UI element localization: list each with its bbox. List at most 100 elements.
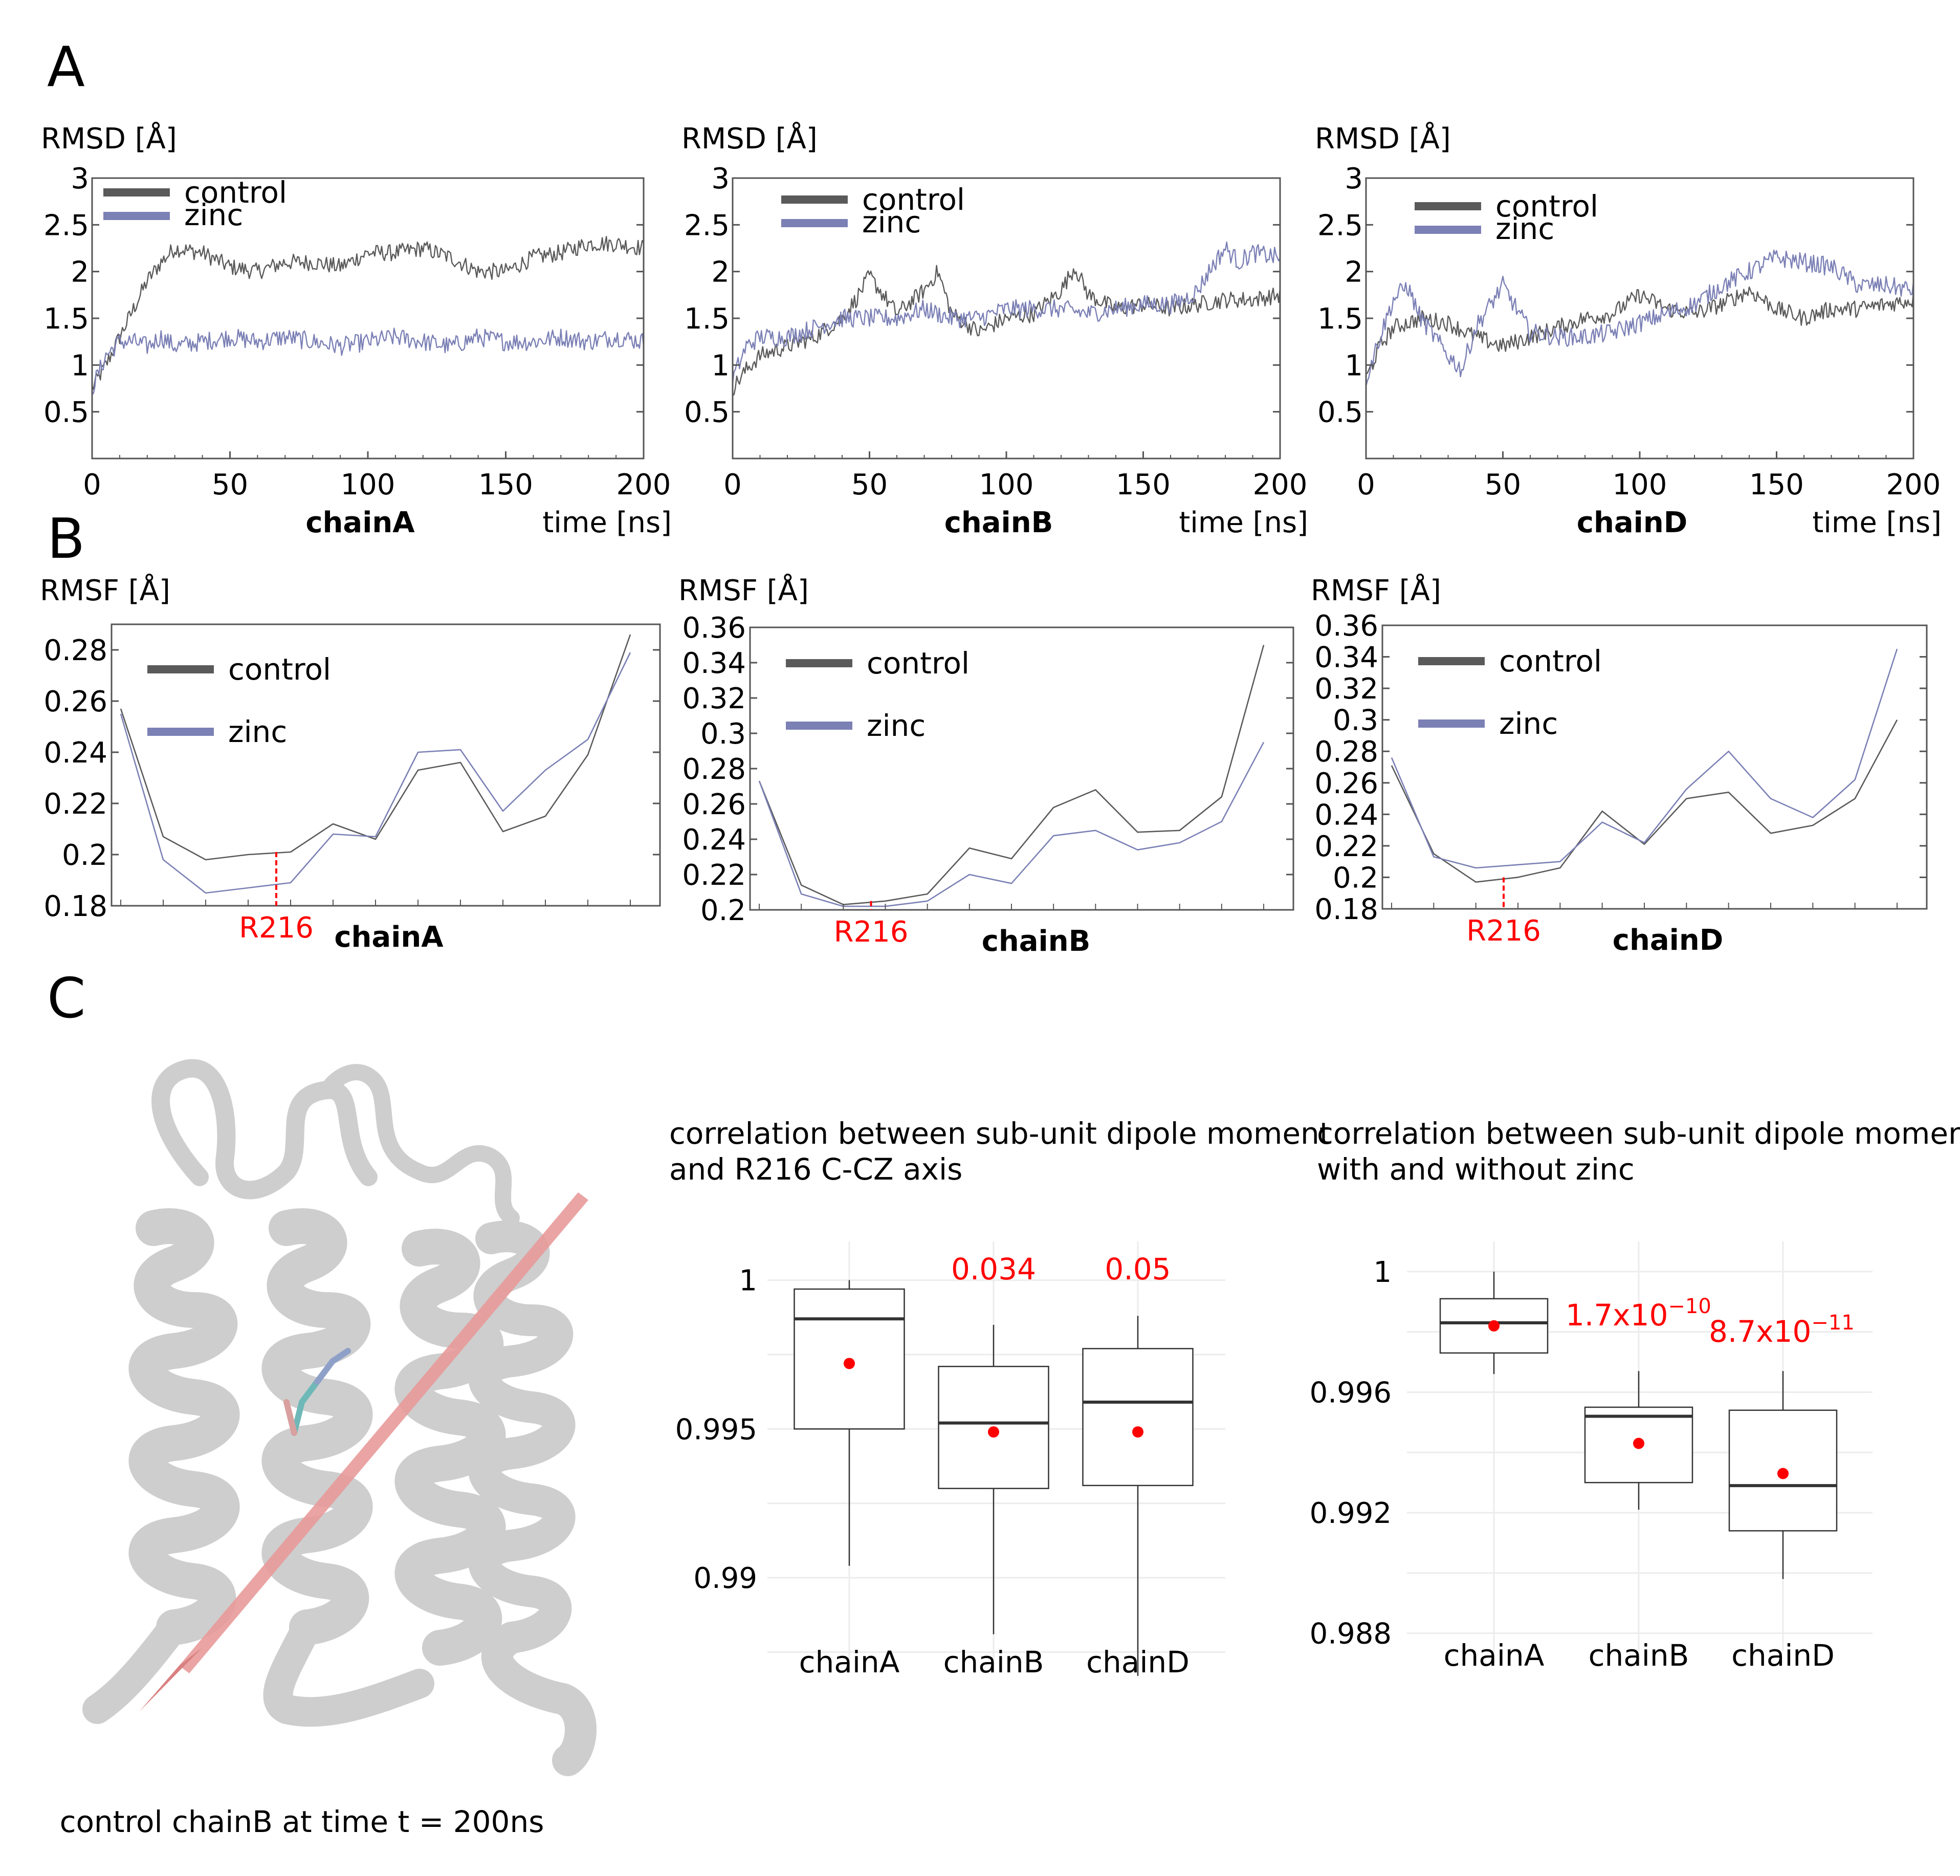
y-tick-label: 0.3: [700, 717, 746, 751]
y-tick-label: 1.5: [1317, 302, 1363, 336]
x-tick-label: 150: [1116, 468, 1171, 501]
r216-marker-label: R216: [1466, 914, 1541, 948]
y-tick-label: 0.988: [1310, 1618, 1392, 1651]
p-value-exponent: −11: [1811, 1311, 1854, 1335]
legend-label-control: control: [1499, 644, 1602, 679]
series-line-zinc: [120, 652, 631, 894]
chart-title: chainA: [334, 921, 444, 954]
box-chainD: [1082, 1348, 1194, 1487]
y-tick-label: 0.22: [1314, 830, 1378, 863]
y-tick-label: 0.28: [682, 753, 746, 786]
y-tick-label: 3: [711, 162, 730, 195]
boxplot-title: correlation between sub-unit dipole mome…: [1317, 1116, 1960, 1187]
legend-label-zinc: zinc: [1495, 211, 1554, 246]
y-tick-label: 1: [71, 349, 89, 382]
y-tick-label: 0.24: [1314, 798, 1378, 832]
p-value-annotation: 0.05: [1105, 1252, 1171, 1286]
x-tick-label: 100: [1613, 468, 1667, 501]
y-tick-label: 0.26: [682, 788, 746, 821]
y-tick-label: 0.3: [1333, 704, 1378, 737]
x-axis-label: time [ns]: [1812, 506, 1942, 539]
rmsf-chart-chainD: RMSF [Å]0.180.20.220.240.260.280.30.320.…: [1311, 574, 1928, 957]
x-tick-label: 50: [212, 468, 248, 501]
ribbon-helix-1: [128, 1208, 240, 1645]
y-axis-label: RMSD [Å]: [41, 122, 177, 156]
legend-label-zinc: zinc: [1499, 706, 1558, 741]
y-tick-label: 2: [1345, 256, 1363, 289]
y-tick-label: 0.24: [682, 823, 746, 857]
y-tick-label: 0.99: [693, 1562, 757, 1595]
legend-label-zinc: zinc: [228, 714, 287, 749]
mean-point: [1132, 1426, 1143, 1438]
x-tick-label: 0: [1357, 468, 1375, 501]
dipole-arrow: [139, 1192, 588, 1712]
ribbon-helix-4: [468, 1220, 597, 1776]
legend-label-control: control: [184, 175, 287, 210]
series-line-control: [1366, 286, 1914, 375]
y-tick-label: 3: [1345, 162, 1363, 195]
series-line-zinc: [732, 241, 1281, 384]
rmsd-chart-chainD: RMSD [Å] 0.5 1 1.5 2 2.5 3 0 50 100 150 200 controlz…: [1315, 122, 1942, 539]
legend-label-zinc: zinc: [184, 198, 243, 232]
y-tick-label: 1.5: [43, 302, 89, 336]
x-tick-label: 200: [616, 468, 671, 501]
ribbon-tail: [82, 1612, 434, 1727]
panel-label-b: B: [47, 507, 85, 571]
y-tick-label: 0.2: [62, 839, 107, 872]
legend-label-control: control: [867, 646, 970, 681]
y-axis-label: RMSF [Å]: [678, 574, 809, 607]
series-line-control: [120, 634, 631, 861]
legend-label-control: control: [228, 652, 331, 687]
p-value-annotation: 0.034: [951, 1252, 1036, 1286]
x-tick-label: chainD: [1086, 1645, 1190, 1679]
x-tick-label: 100: [979, 468, 1034, 501]
x-tick-label: 150: [1749, 468, 1804, 501]
mean-point: [988, 1426, 999, 1438]
ribbon-loop-2: [319, 1064, 520, 1226]
y-tick-label: 1: [739, 1264, 757, 1298]
x-tick-label: chainA: [799, 1645, 900, 1679]
structure-caption: control chainB at time t = 200ns: [60, 1804, 544, 1839]
mean-point: [1488, 1320, 1500, 1332]
x-tick-label: 200: [1886, 468, 1941, 501]
y-tick-label: 0.5: [1317, 396, 1363, 429]
r216-sidechain: [283, 1348, 351, 1436]
y-tick-label: 0.22: [43, 788, 107, 821]
y-tick-label: 0.32: [1314, 672, 1378, 706]
chart-title: chainD: [1613, 924, 1723, 957]
chart-title: chainA: [305, 506, 415, 539]
y-tick-label: 2.5: [43, 209, 89, 242]
y-tick-label: 1: [1345, 349, 1363, 382]
y-tick-label: 0.24: [43, 736, 107, 770]
y-tick-label: 0.995: [675, 1413, 757, 1446]
y-tick-label: 1: [1373, 1256, 1392, 1289]
x-tick-label: 0: [723, 468, 742, 501]
r216-marker-label: R216: [239, 911, 314, 945]
y-tick-label: 2.5: [1317, 209, 1363, 242]
y-axis-label: RMSD [Å]: [1315, 122, 1451, 156]
x-tick-label: 150: [478, 468, 533, 501]
x-tick-label: chainA: [1444, 1638, 1545, 1673]
ribbon-loop-1: [151, 1059, 378, 1199]
boxplot-r216-axis-correlation: correlation between sub-unit dipole mome…: [669, 1116, 1331, 1679]
x-tick-label: 0: [83, 468, 101, 501]
y-tick-label: 0.18: [1314, 893, 1378, 926]
series-line-control: [732, 265, 1281, 396]
y-tick-label: 3: [71, 162, 89, 195]
chart-title: chainB: [982, 925, 1091, 958]
y-tick-label: 0.996: [1310, 1376, 1392, 1409]
legend-label-control: control: [1495, 189, 1598, 224]
boxplot-zinc-correlation: correlation between sub-unit dipole mome…: [1310, 1116, 1960, 1673]
y-axis-label: RMSF [Å]: [40, 574, 170, 607]
mean-point: [844, 1358, 855, 1369]
p-value-exponent: −10: [1668, 1295, 1711, 1318]
chart-title: chainD: [1577, 506, 1687, 539]
panel-label-a: A: [47, 35, 85, 99]
boxplot-title: correlation between sub-unit dipole mome…: [669, 1116, 1331, 1187]
legend-label-control: control: [862, 182, 965, 217]
y-tick-label: 0.32: [682, 682, 746, 715]
legend-label-zinc: zinc: [862, 205, 921, 239]
y-tick-label: 0.26: [1314, 767, 1378, 800]
series-line-zinc: [92, 328, 645, 395]
x-tick-label: 50: [1485, 468, 1521, 501]
